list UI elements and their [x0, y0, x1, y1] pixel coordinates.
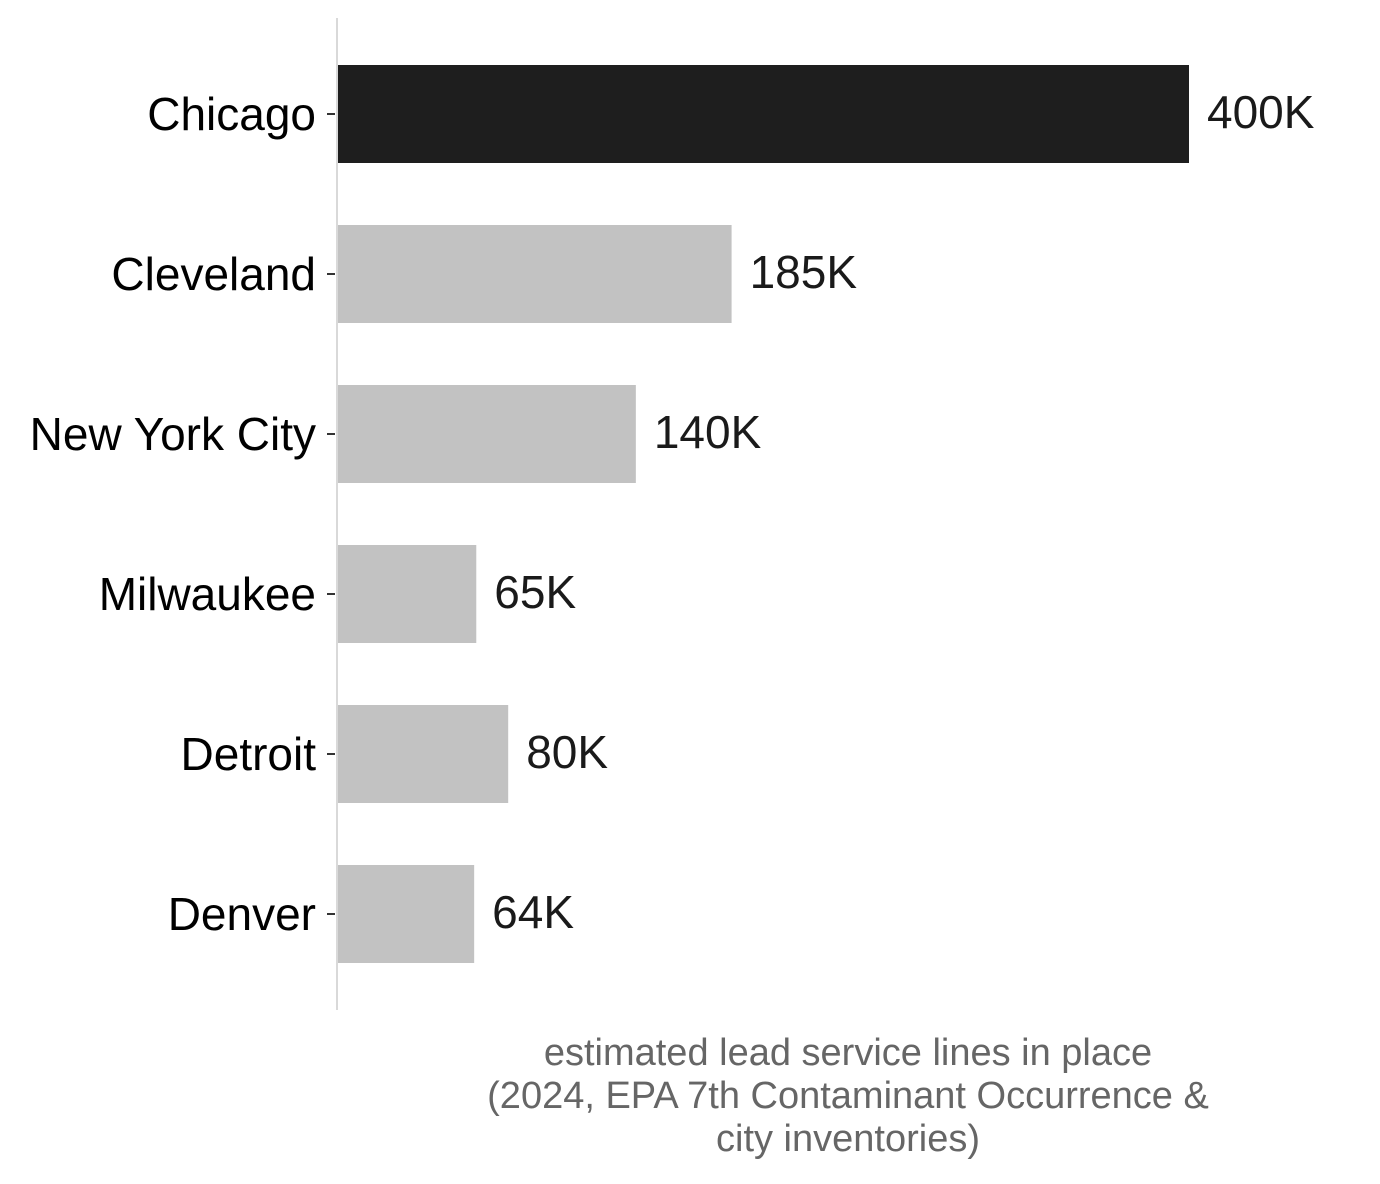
- value-label-milwaukee: 65K: [494, 566, 576, 618]
- category-label-new-york-city: New York City: [30, 408, 316, 460]
- bar-detroit: [338, 705, 509, 803]
- bars: Chicago 400K Cleveland 185K New York City 140…: [30, 65, 1315, 963]
- bar-denver: [338, 865, 475, 963]
- x-axis-title-line: estimated lead service lines in place: [544, 1032, 1152, 1074]
- value-label-new-york-city: 140K: [654, 406, 762, 458]
- value-label-denver: 64K: [492, 886, 574, 938]
- value-label-detroit: 80K: [526, 726, 608, 778]
- value-label-cleveland: 185K: [750, 246, 858, 298]
- x-axis-title: estimated lead service lines in place(20…: [487, 1032, 1209, 1160]
- category-label-cleveland: Cleveland: [111, 248, 316, 300]
- bar-milwaukee: [338, 545, 477, 643]
- value-label-chicago: 400K: [1207, 86, 1315, 138]
- bar-cleveland: [338, 225, 732, 323]
- category-label-detroit: Detroit: [181, 728, 317, 780]
- category-label-chicago: Chicago: [147, 88, 316, 140]
- bar-new-york-city: [338, 385, 636, 483]
- category-label-milwaukee: Milwaukee: [99, 568, 316, 620]
- x-axis-title-line: city inventories): [716, 1118, 980, 1160]
- bar-chicago: [338, 65, 1189, 163]
- x-axis-title-line: (2024, EPA 7th Contaminant Occurrence &: [487, 1075, 1209, 1117]
- category-label-denver: Denver: [168, 888, 316, 940]
